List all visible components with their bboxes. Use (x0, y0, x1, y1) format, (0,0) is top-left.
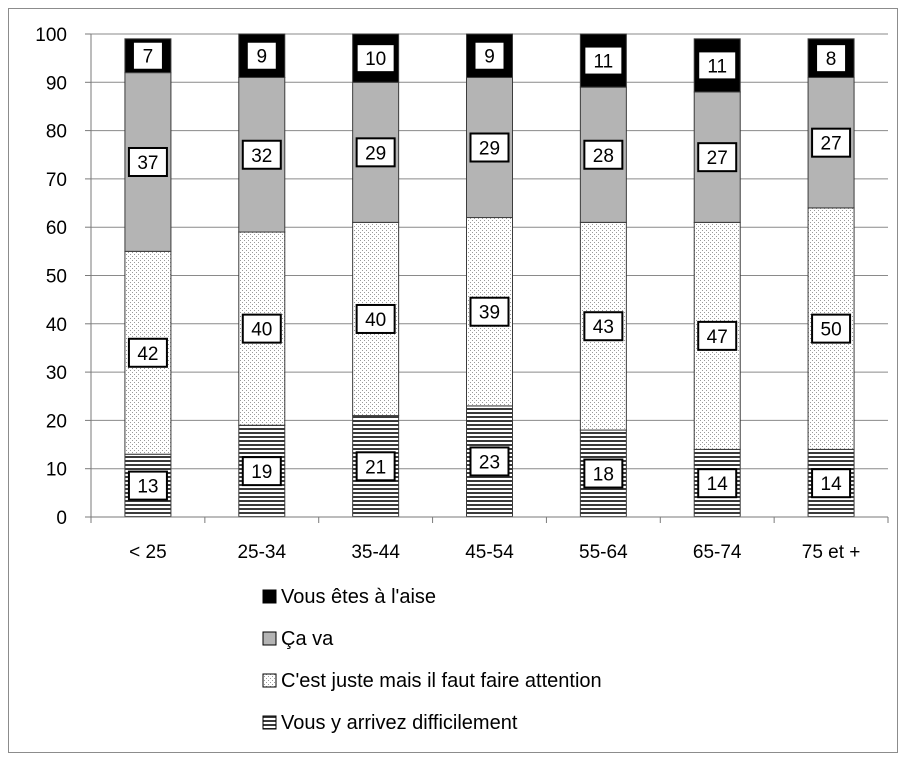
y-tick-label: 10 (46, 460, 67, 481)
y-tick-label: 30 (46, 363, 67, 384)
y-tick-label: 40 (46, 315, 67, 336)
data-label-box (697, 50, 738, 81)
legend-label: Vous y arrivez difficilement (281, 712, 518, 734)
data-label: 11 (593, 52, 613, 73)
y-tick-label: 60 (46, 218, 67, 239)
legend-swatch-c-est-juste-mais-il-faut-faire-attention (262, 673, 277, 688)
data-label-box (473, 40, 506, 71)
data-label: 40 (251, 320, 272, 341)
data-label: 47 (707, 327, 728, 348)
x-tick-label: 65-74 (693, 542, 742, 563)
data-label-box (355, 451, 396, 482)
y-tick-label: 90 (46, 73, 67, 94)
data-label-box (815, 43, 848, 74)
data-label-box (131, 40, 164, 71)
data-label-box (697, 142, 738, 173)
data-labels: 13 42 37 7 19 40 32 9 21 40 29 10 23 39 29 9 18 43 28 11 14 4… (127, 40, 852, 501)
x-tick-label: 75 et + (802, 542, 861, 563)
data-label-box (241, 139, 282, 170)
data-label: 32 (251, 146, 272, 167)
data-label-box (811, 313, 852, 344)
legend-label: C'est juste mais il faut faire attention (281, 670, 602, 692)
data-label-box (469, 446, 510, 477)
data-label-box (697, 468, 738, 499)
data-label: 50 (821, 320, 842, 341)
axes: 0 10 20 30 40 50 60 70 80 90 100 < 25 25-34 35-44 45-5… (35, 25, 889, 563)
data-label-box (583, 458, 624, 489)
x-tick-label: 55-64 (579, 542, 628, 563)
data-label-box (469, 296, 510, 327)
x-tick-label: < 25 (129, 542, 167, 563)
y-tick-label: 20 (46, 411, 67, 432)
y-tick-label: 0 (56, 508, 67, 529)
data-label-box (355, 303, 396, 334)
data-label: 29 (479, 139, 500, 160)
y-tick-label: 50 (46, 267, 67, 288)
data-label: 28 (593, 146, 614, 167)
data-label: 7 (143, 47, 154, 68)
data-label-box (811, 468, 852, 499)
x-tick-label: 45-54 (465, 542, 514, 563)
y-tick-label: 80 (46, 122, 67, 143)
data-label: 39 (479, 303, 500, 324)
x-tick-label: 35-44 (351, 542, 400, 563)
data-label: 13 (137, 477, 158, 498)
data-label: 21 (365, 457, 386, 478)
data-label-box (241, 456, 282, 487)
data-label-box (241, 313, 282, 344)
legend-swatch-vous-etes-a-l-aise (262, 589, 277, 604)
data-label-box (127, 337, 168, 368)
data-label-box (583, 311, 624, 342)
x-tick-label: 25-34 (237, 542, 286, 563)
legend-swatch-ca-va (262, 631, 277, 646)
data-label-box (583, 45, 624, 76)
y-tick-label: 100 (35, 25, 67, 46)
data-label-box (127, 470, 168, 501)
data-label: 14 (707, 474, 729, 495)
data-label: 29 (365, 143, 386, 164)
data-label-box (811, 127, 852, 158)
data-label-box (355, 43, 396, 74)
data-label: 23 (479, 452, 500, 473)
data-label-box (127, 146, 168, 177)
legend-label: Vous êtes à l'aise (281, 586, 436, 608)
legend-swatch-vous-y-arrivez-difficilement (262, 715, 277, 730)
data-label: 8 (826, 49, 837, 70)
data-label-box (697, 320, 738, 351)
data-label-box (469, 132, 510, 163)
data-label: 10 (365, 49, 386, 70)
data-label: 42 (137, 344, 158, 365)
data-label: 27 (707, 148, 728, 169)
data-label: 40 (365, 310, 386, 331)
data-label: 11 (707, 56, 727, 77)
data-label-box (583, 139, 624, 170)
data-label: 27 (821, 134, 842, 155)
data-label-box (355, 137, 396, 168)
data-label: 43 (593, 317, 614, 338)
y-tick-label: 70 (46, 170, 67, 191)
data-label: 18 (593, 465, 614, 486)
data-label: 9 (484, 47, 495, 68)
data-label: 19 (251, 462, 272, 483)
data-label: 37 (137, 153, 158, 174)
data-label-box (245, 40, 278, 71)
data-label: 9 (256, 47, 267, 68)
legend: Vous êtes à l'aise Ça va C'est juste mais … (262, 586, 602, 734)
data-label: 14 (821, 474, 843, 495)
legend-label: Ça va (281, 628, 334, 650)
